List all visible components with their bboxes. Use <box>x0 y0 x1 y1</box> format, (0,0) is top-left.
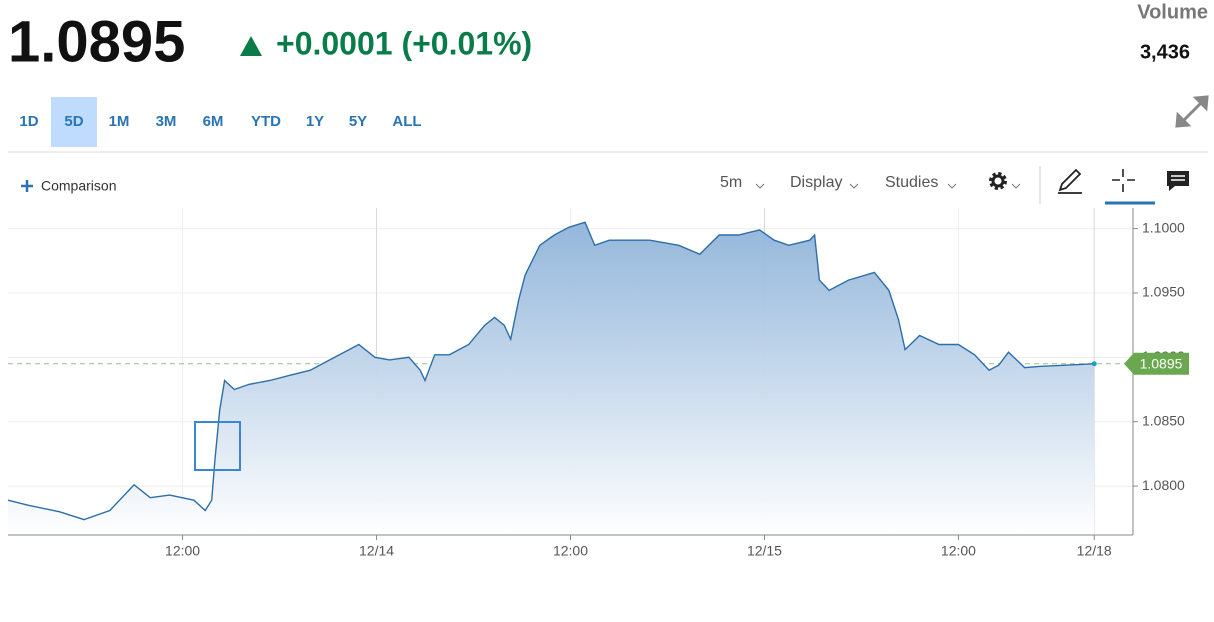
x-tick-label: 12/15 <box>747 543 782 559</box>
expand-icon[interactable] <box>1175 95 1209 128</box>
tab-label: 5D <box>64 113 83 130</box>
x-tick-label: 12/18 <box>1077 543 1112 559</box>
volume-value: 3,436 <box>1140 41 1190 63</box>
tab-label: ALL <box>392 113 421 130</box>
crosshair-icon[interactable] <box>1105 169 1155 205</box>
price-change: +0.0001 (+0.01%) <box>276 25 532 61</box>
y-tick-label: 1.1000 <box>1142 219 1185 235</box>
range-tabs: 1D 5D 1M 3M 6M YTD 1Y 5Y ALL <box>19 97 422 147</box>
last-price: 1.0895 <box>8 9 185 74</box>
comment-icon[interactable] <box>1167 171 1189 191</box>
plot: 1.08001.08501.09001.09501.100012:0012/14… <box>7 208 1189 559</box>
tab-label: 1M <box>109 113 130 130</box>
highlight-box <box>194 421 241 471</box>
settings-icon[interactable] <box>989 172 1021 190</box>
x-tick-label: 12:00 <box>941 543 976 559</box>
range-tab[interactable]: ALL <box>392 113 421 130</box>
range-tab[interactable]: 1D <box>19 113 38 130</box>
x-tick-label: 12/14 <box>359 543 394 559</box>
draw-icon[interactable] <box>1058 168 1082 194</box>
range-tab[interactable]: 6M <box>203 113 224 130</box>
display-menu[interactable]: Display <box>790 174 859 191</box>
volume-label: Volume <box>1137 1 1208 23</box>
price-line <box>7 221 1095 521</box>
x-tick-label: 12:00 <box>165 543 200 559</box>
range-tab[interactable]: 3M <box>156 113 177 130</box>
range-tab[interactable]: 1Y <box>306 113 324 130</box>
up-arrow <box>240 36 262 56</box>
tab-label: 5Y <box>349 113 367 130</box>
range-tab[interactable]: 5D <box>51 97 97 147</box>
interval-menu[interactable]: 5m <box>720 174 765 191</box>
tab-label: 1Y <box>306 113 324 130</box>
comparison-button[interactable]: Comparison <box>21 178 116 194</box>
range-tab[interactable]: YTD <box>251 113 281 130</box>
last-point <box>1091 361 1097 367</box>
studies-menu[interactable]: Studies <box>885 174 957 191</box>
comparison-label: Comparison <box>41 178 116 194</box>
range-tab[interactable]: 5Y <box>349 113 367 130</box>
display-label: Display <box>790 174 842 191</box>
tab-label: YTD <box>251 113 281 130</box>
tab-label: 1D <box>19 113 38 130</box>
price-area <box>8 222 1095 535</box>
tab-label: 3M <box>156 113 177 130</box>
studies-label: Studies <box>885 174 938 191</box>
tab-selected-bg <box>51 97 97 147</box>
x-tick-label: 12:00 <box>553 543 588 559</box>
range-tab[interactable]: 1M <box>109 113 130 130</box>
y-tick-label: 1.0800 <box>1142 477 1185 493</box>
interval-label: 5m <box>720 174 742 191</box>
price-tag-label: 1.0895 <box>1140 355 1183 371</box>
price-tag <box>1124 352 1189 375</box>
y-tick-label: 1.0950 <box>1142 284 1185 300</box>
tab-label: 6M <box>203 113 224 130</box>
y-tick-label: 1.0850 <box>1142 412 1185 428</box>
